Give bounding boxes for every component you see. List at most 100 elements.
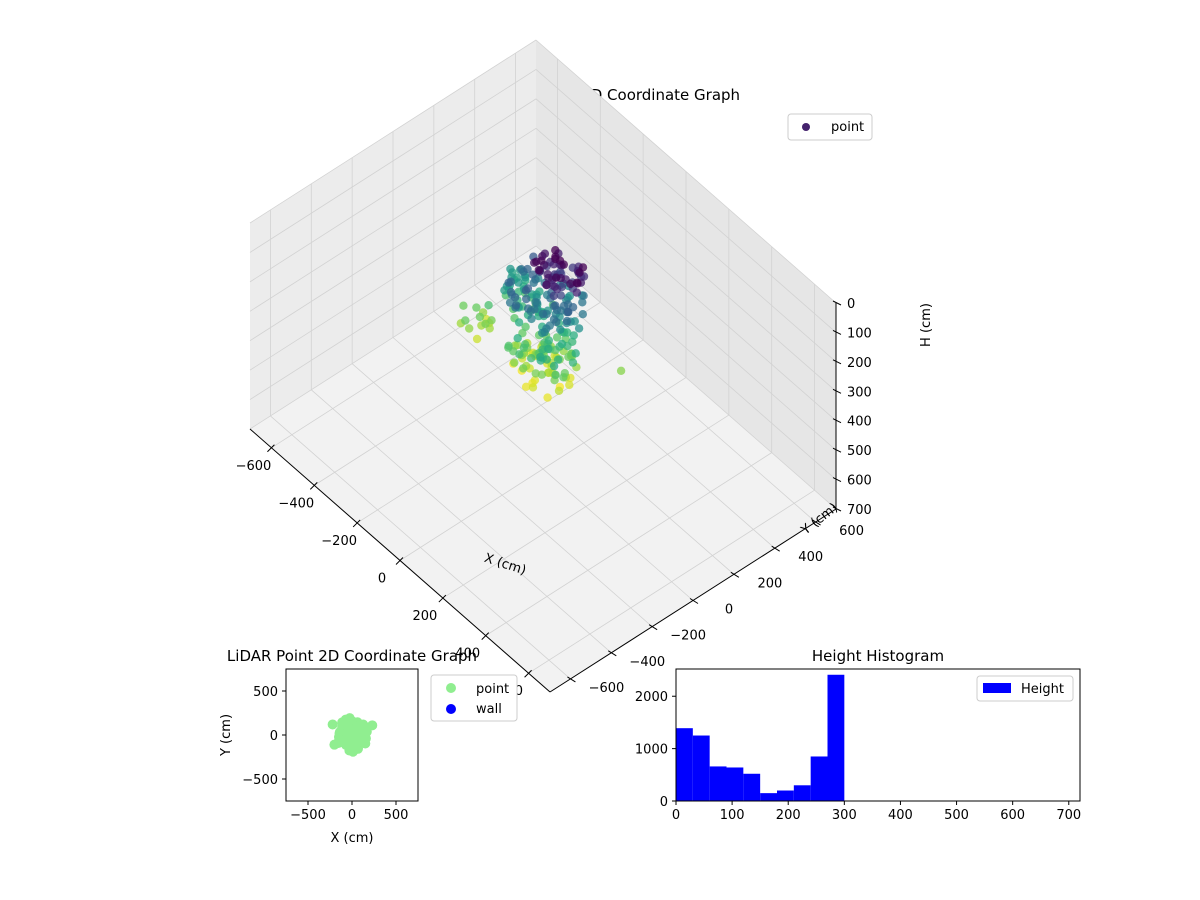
chart-3d-y-tick-label: 200 xyxy=(757,576,782,591)
chart-2d-ticks: −500 0 500 −500 0 500 xyxy=(242,685,408,823)
chart-3d-y-tick-label: 600 xyxy=(839,524,864,539)
histogram-legend-label: Height xyxy=(1021,682,1064,697)
chart-3d-gridline xyxy=(535,127,837,392)
chart-3d-y-tick xyxy=(648,624,658,631)
chart-2d-legend: point wall xyxy=(430,674,518,722)
chart-3d-point xyxy=(517,265,526,274)
histogram-bar xyxy=(760,793,777,801)
chart-3d-y-tick-label: −600 xyxy=(589,681,625,696)
chart-3d-y-tick xyxy=(689,598,699,604)
chart-3d-point xyxy=(515,350,524,359)
histogram-title: Height Histogram xyxy=(812,647,944,665)
chart-3d-point xyxy=(487,316,496,325)
chart-3d-z-tick xyxy=(832,477,842,483)
chart-3d-point xyxy=(569,331,578,340)
chart-3d-z-tick xyxy=(832,447,842,453)
histogram-legend: Height xyxy=(976,675,1074,702)
chart-2d-y-tick-label: 0 xyxy=(270,729,278,744)
chart-3d-point xyxy=(542,280,551,290)
histogram-x-tick-label: 200 xyxy=(776,808,801,823)
histogram-legend-box xyxy=(976,675,1074,702)
chart-3d-z-tick xyxy=(832,506,842,512)
chart-2d-point xyxy=(327,719,338,730)
chart-2d-y-tick-label: −500 xyxy=(242,773,278,788)
chart-3d-point xyxy=(527,354,536,363)
chart-2d-point xyxy=(329,739,340,750)
histogram-x-tick-label: 400 xyxy=(888,808,913,823)
chart-3d-z-tick-label: 100 xyxy=(847,326,872,341)
chart-2d-x-tick-label: 0 xyxy=(348,808,356,823)
chart-3d-point xyxy=(531,297,540,307)
chart-3d-point xyxy=(559,373,568,382)
chart-3d-gridline xyxy=(249,39,537,224)
chart-3d-point xyxy=(530,376,540,385)
chart-2d: LiDAR Point 2D Coordinate Graph −500 0 500… xyxy=(219,647,518,846)
histogram-y-tick-label: 2000 xyxy=(635,690,668,705)
chart-3d-z-tick-label: 300 xyxy=(847,385,872,400)
chart-3d-point xyxy=(552,317,561,327)
chart-3d-x-tick-label: −400 xyxy=(278,496,314,511)
chart-3d-gridline xyxy=(535,39,837,304)
chart-3d-gridline xyxy=(535,245,837,510)
chart-3d-point xyxy=(532,257,541,266)
histogram-bar xyxy=(709,766,727,801)
chart-3d-point xyxy=(559,260,568,269)
chart-2d-point xyxy=(340,739,351,750)
chart-3d-x-tick-label: 400 xyxy=(455,647,480,662)
chart-3d-point xyxy=(568,337,577,346)
chart-3d-point xyxy=(565,380,574,390)
chart-3d-point xyxy=(528,383,538,392)
histogram-bar xyxy=(810,756,828,801)
chart-3d-point xyxy=(523,264,532,274)
chart-3d-panes xyxy=(250,40,836,692)
chart-3d-y-tick xyxy=(812,519,821,526)
histogram-y-tick-label: 1000 xyxy=(635,743,668,758)
chart-3d-y-tick xyxy=(771,545,780,552)
chart-3d-x-tick xyxy=(481,632,490,640)
chart-3d-point xyxy=(504,341,513,350)
chart-3d-legend-label: point xyxy=(831,120,864,135)
chart-3d-y-tick xyxy=(608,650,617,657)
chart-3d-y-tick-label: −200 xyxy=(670,629,706,644)
chart-3d-point xyxy=(551,252,560,261)
chart-3d-z-tick-label: 700 xyxy=(847,503,872,518)
chart-2d-point xyxy=(367,720,378,731)
chart-3d-legend-marker xyxy=(802,123,810,131)
chart-3d-point xyxy=(461,316,470,325)
chart-3d-z-tick xyxy=(832,329,842,335)
chart-3d-point xyxy=(538,309,548,319)
chart-3d-point xyxy=(465,324,474,333)
chart-3d-point xyxy=(578,263,588,272)
chart-3d-point xyxy=(519,364,528,373)
chart-3d-legend-box xyxy=(787,113,873,141)
chart-3d-y-tick-label: −400 xyxy=(629,655,665,670)
chart-3d-gridline xyxy=(249,216,537,400)
chart-3d-gridline xyxy=(270,415,571,680)
histogram-bar xyxy=(676,728,693,801)
chart-3d-gridline xyxy=(249,127,537,312)
chart-3d-point xyxy=(522,294,531,304)
chart-3d-point xyxy=(552,333,562,342)
chart-3d-point xyxy=(556,291,565,300)
chart-3d-point xyxy=(549,291,558,301)
histogram-x-tick-label: 600 xyxy=(1000,808,1025,823)
chart-3d-point xyxy=(550,282,559,291)
chart-3d-point xyxy=(553,355,563,364)
chart-2d-y-tick-label: 500 xyxy=(253,685,278,700)
histogram-bar xyxy=(793,785,811,801)
chart-3d-z-tick-label: 200 xyxy=(847,356,872,371)
chart-3d-point xyxy=(544,273,553,283)
chart-3d-z-tick xyxy=(832,418,842,424)
chart-3d-x-tick xyxy=(267,444,275,453)
histogram-bar xyxy=(726,767,744,801)
chart-3d-point xyxy=(514,278,523,287)
chart-2d-ylabel: Y (cm) xyxy=(219,714,234,757)
chart-3d-y-tick-label: 0 xyxy=(725,603,733,618)
chart-3d-z-tick-label: 500 xyxy=(847,444,872,459)
chart-3d-gridline xyxy=(535,216,837,480)
chart-3d-x-tick xyxy=(438,594,447,603)
chart-3d-point xyxy=(554,386,564,395)
chart-3d-point xyxy=(616,366,626,375)
chart-3d-gridline xyxy=(535,98,837,363)
chart-3d-point xyxy=(551,246,560,255)
